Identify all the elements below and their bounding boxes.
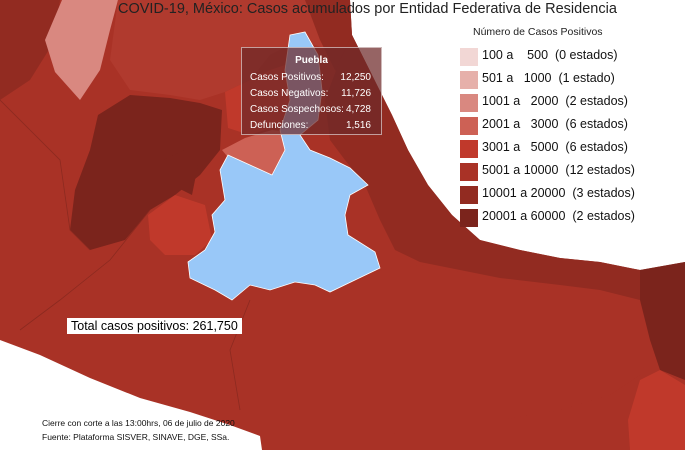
- gulf-of-mexico: [350, 0, 685, 270]
- legend-item[interactable]: 10001 a 20000 (3 estados): [460, 183, 685, 206]
- state-tabasco[interactable]: [640, 262, 685, 380]
- state-veracruz[interactable]: [325, 35, 640, 300]
- state-tooltip: Puebla Casos Positivos: 12,250 Casos Neg…: [241, 47, 382, 135]
- tooltip-state-name: Puebla: [295, 55, 328, 66]
- legend-label: 3001 a 5000 (6 estados): [482, 140, 628, 154]
- legend-item[interactable]: 20001 a 60000 (2 estados): [460, 206, 685, 229]
- tooltip-value: 11,726: [341, 88, 371, 99]
- footer-source: Fuente: Plataforma SISVER, SINAVE, DGE, …: [42, 432, 230, 442]
- map-title: COVID-19, México: Casos acumulados por E…: [118, 1, 617, 17]
- legend-item[interactable]: 100 a 500 (0 estados): [460, 45, 685, 68]
- legend-label: 1001 a 2000 (2 estados): [482, 94, 628, 108]
- state-chiapas[interactable]: [628, 370, 685, 450]
- tooltip-row: Casos Sospechosos: 4,728: [250, 104, 371, 118]
- tooltip-value: 1,516: [345, 120, 371, 131]
- legend-label: 5001 a 10000 (12 estados): [482, 163, 635, 177]
- tooltip-row: Defunciones: 1,516: [250, 120, 371, 134]
- legend-label: 100 a 500 (0 estados): [482, 48, 618, 62]
- legend-label: 10001 a 20000 (3 estados): [482, 186, 635, 200]
- legend-item[interactable]: 2001 a 3000 (6 estados): [460, 114, 685, 137]
- legend-swatch: [460, 209, 478, 227]
- footer-cutoff-note: Cierre con corte a las 13:00hrs, 06 de j…: [42, 418, 235, 428]
- legend-item[interactable]: 1001 a 2000 (2 estados): [460, 91, 685, 114]
- state-michoacan-small[interactable]: [148, 195, 212, 255]
- legend-swatch: [460, 140, 478, 158]
- tooltip-label: Casos Negativos:: [250, 88, 329, 99]
- state-puebla[interactable]: [187, 31, 381, 301]
- tooltip-value: 4,728: [345, 104, 371, 115]
- state-queretaro-dark[interactable]: [163, 150, 198, 195]
- legend-swatch: [460, 48, 478, 66]
- legend-label: 20001 a 60000 (2 estados): [482, 209, 635, 223]
- state-border-lines: [0, 99, 251, 411]
- legend-swatch: [460, 71, 478, 89]
- tooltip-label: Casos Sospechosos:: [250, 104, 344, 115]
- state-oaxaca[interactable]: [250, 265, 655, 440]
- legend-item[interactable]: 501 a 1000 (1 estado): [460, 68, 685, 91]
- legend-item[interactable]: 5001 a 10000 (12 estados): [460, 160, 685, 183]
- state-guanajuato[interactable]: [70, 95, 222, 250]
- tooltip-row: Casos Negativos: 11,726: [250, 88, 371, 102]
- state-western: [0, 0, 60, 100]
- tooltip-row: Casos Positivos: 12,250: [250, 72, 371, 86]
- tooltip-label: Casos Positivos:: [250, 72, 324, 83]
- state-zacatecas[interactable]: [45, 0, 118, 100]
- legend-title: Número de Casos Positivos: [473, 26, 603, 38]
- legend-swatch: [460, 186, 478, 204]
- legend: 100 a 500 (0 estados) 501 a 1000 (1 esta…: [460, 45, 685, 229]
- legend-swatch: [460, 163, 478, 181]
- state-san-luis-potosi[interactable]: [110, 0, 350, 100]
- legend-swatch: [460, 94, 478, 112]
- tooltip-label: Defunciones:: [250, 120, 309, 131]
- total-cases-label: Total casos positivos: 261,750: [67, 318, 242, 334]
- legend-label: 501 a 1000 (1 estado): [482, 71, 615, 85]
- legend-label: 2001 a 3000 (6 estados): [482, 117, 628, 131]
- tooltip-value: 12,250: [340, 72, 371, 83]
- legend-swatch: [460, 117, 478, 135]
- pacific-ocean: [0, 340, 262, 450]
- legend-item[interactable]: 3001 a 5000 (6 estados): [460, 137, 685, 160]
